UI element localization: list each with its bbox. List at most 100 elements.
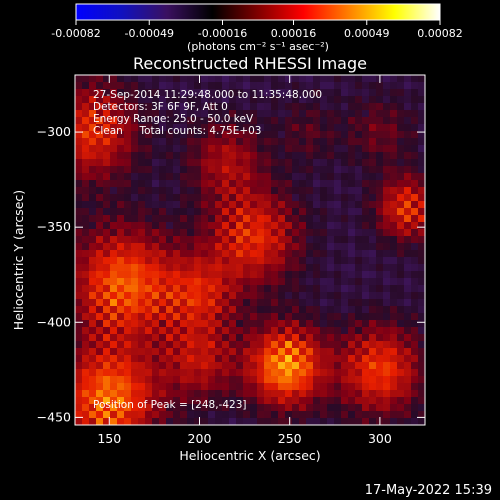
heatmap-cell [397, 257, 405, 265]
heatmap-cell [397, 404, 405, 412]
heatmap-cell [313, 124, 321, 132]
heatmap-cell [229, 313, 237, 321]
heatmap-cell [404, 173, 412, 181]
heatmap-cell [138, 383, 146, 391]
heatmap-cell [355, 376, 363, 384]
heatmap-cell [383, 236, 391, 244]
heatmap-cell [341, 299, 349, 307]
heatmap-cell [411, 327, 419, 335]
heatmap-cell [348, 306, 356, 314]
heatmap-cell [159, 96, 167, 104]
heatmap-cell [341, 236, 349, 244]
heatmap-cell [173, 82, 181, 90]
heatmap-cell [313, 96, 321, 104]
heatmap-cell [341, 187, 349, 195]
heatmap-cell [411, 138, 419, 146]
heatmap-cell [278, 390, 286, 398]
heatmap-cell [278, 411, 286, 419]
heatmap-cell [201, 215, 209, 223]
heatmap-cell [383, 264, 391, 272]
heatmap-cell [390, 187, 398, 195]
heatmap-cell [159, 299, 167, 307]
heatmap-cell [236, 250, 244, 258]
heatmap-cell [355, 236, 363, 244]
heatmap-cell [250, 236, 258, 244]
heatmap-cell [278, 334, 286, 342]
heatmap-cell [138, 173, 146, 181]
heatmap-cell [250, 313, 258, 321]
heatmap-cell [383, 194, 391, 202]
heatmap-cell [89, 397, 97, 405]
heatmap-cell [89, 299, 97, 307]
heatmap-cell [89, 229, 97, 237]
heatmap-cell [201, 173, 209, 181]
heatmap-cell [96, 82, 104, 90]
heatmap-cell [166, 103, 174, 111]
heatmap-cell [285, 250, 293, 258]
heatmap-cell [320, 418, 328, 425]
heatmap-cell [369, 327, 377, 335]
heatmap-cell [362, 243, 370, 251]
heatmap-cell [236, 369, 244, 377]
heatmap-cell [215, 229, 223, 237]
heatmap-cell [341, 229, 349, 237]
heatmap-cell [173, 334, 181, 342]
heatmap-cell [418, 96, 425, 104]
heatmap-cell [180, 327, 188, 335]
heatmap-cell [208, 75, 216, 83]
heatmap-cell [159, 369, 167, 377]
heatmap-cell [250, 355, 258, 363]
heatmap-cell [173, 362, 181, 370]
heatmap-cell [327, 271, 335, 279]
heatmap-cell [152, 180, 160, 188]
heatmap-cell [208, 404, 216, 412]
heatmap-cell [201, 334, 209, 342]
heatmap-cell [145, 243, 153, 251]
heatmap-cell [152, 250, 160, 258]
heatmap-cell [180, 103, 188, 111]
heatmap-cell [159, 124, 167, 132]
heatmap-cell [285, 397, 293, 405]
heatmap-cell [376, 138, 384, 146]
heatmap-cell [215, 411, 223, 419]
heatmap-cell [334, 89, 342, 97]
heatmap-cell [145, 299, 153, 307]
heatmap-cell [159, 264, 167, 272]
heatmap-cell [215, 152, 223, 160]
heatmap-cell [411, 369, 419, 377]
heatmap-cell [264, 369, 272, 377]
heatmap-cell [369, 376, 377, 384]
heatmap-cell [285, 243, 293, 251]
heatmap-cell [320, 285, 328, 293]
heatmap-cell [208, 236, 216, 244]
heatmap-cell [257, 89, 265, 97]
heatmap-cell [348, 278, 356, 286]
heatmap-cell [159, 418, 167, 425]
heatmap-cell [285, 334, 293, 342]
heatmap-cell [362, 285, 370, 293]
heatmap-cell [110, 82, 118, 90]
heatmap-cell [362, 278, 370, 286]
heatmap-cell [411, 411, 419, 419]
heatmap-cell [124, 376, 132, 384]
heatmap-cell [138, 320, 146, 328]
heatmap-cell [327, 110, 335, 118]
heatmap-cell [152, 369, 160, 377]
heatmap-cell [152, 82, 160, 90]
heatmap-cell [201, 341, 209, 349]
heatmap-cell [411, 285, 419, 293]
heatmap-cell [327, 418, 335, 425]
heatmap-cell [250, 390, 258, 398]
heatmap-cell [96, 222, 104, 230]
heatmap-cell [306, 292, 314, 300]
chart-title: Reconstructed RHESSI Image [133, 54, 367, 73]
heatmap-cell [194, 82, 202, 90]
heatmap-cell [369, 313, 377, 321]
heatmap-cell [376, 96, 384, 104]
heatmap-cell [131, 327, 139, 335]
heatmap-cell [369, 299, 377, 307]
heatmap-cell [166, 236, 174, 244]
heatmap-cell [355, 257, 363, 265]
heatmap-cell [362, 89, 370, 97]
heatmap-cell [411, 313, 419, 321]
